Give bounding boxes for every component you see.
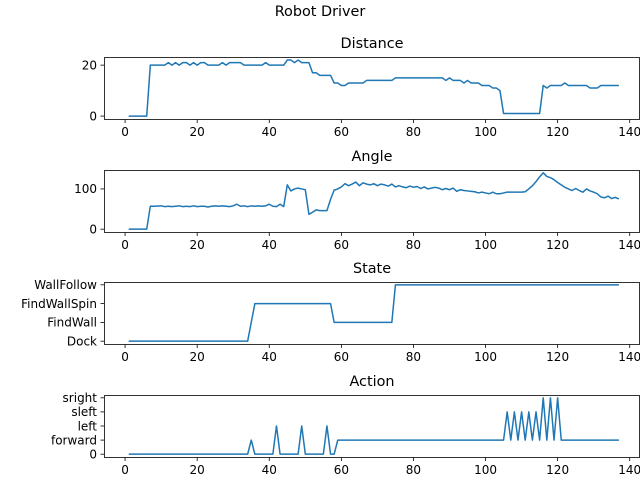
x-tick-label: 100 [474, 463, 497, 477]
y-tick-label: 0 [89, 109, 97, 123]
x-tick-label: 140 [618, 125, 640, 139]
y-tick-label: sleft [71, 405, 97, 419]
y-tick-label: 20 [82, 58, 97, 72]
x-tick-label: 100 [474, 350, 497, 364]
x-tick-label: 0 [121, 463, 129, 477]
y-tick-label: 0 [89, 447, 97, 461]
y-tick-label: FindWallSpin [21, 297, 97, 311]
x-tick-label: 20 [190, 125, 205, 139]
x-tick-label: 120 [546, 238, 569, 252]
x-tick-label: 60 [334, 350, 349, 364]
chart-1-angle: Angle 0 20 40 60 80 100 120 140 0 100 [74, 149, 640, 252]
chart-title: State [353, 261, 391, 277]
y-tick-label: Dock [67, 334, 97, 348]
x-tick-label: 140 [618, 350, 640, 364]
x-tick-label: 60 [334, 463, 349, 477]
chart-title: Distance [341, 36, 404, 52]
y-tick-label: sright [63, 391, 98, 405]
series-line [128, 284, 619, 342]
series-line [128, 172, 620, 230]
x-tick-label: 40 [262, 125, 277, 139]
y-tick-label: WallFollow [34, 278, 97, 292]
x-tick-label: 60 [334, 238, 349, 252]
x-tick-label: 120 [546, 463, 569, 477]
x-tick-label: 80 [406, 463, 421, 477]
subplot-panels: Distance 0 20 40 60 80 100 120 140 0 20 Angle 0 20 40 6… [21, 36, 640, 477]
y-tick-label: forward [51, 433, 97, 447]
x-tick-label: 0 [121, 350, 129, 364]
x-tick-label: 140 [618, 463, 640, 477]
chart-0-distance: Distance 0 20 40 60 80 100 120 140 0 20 [82, 36, 640, 139]
figure-suptitle: Robot Driver [275, 4, 366, 20]
y-tick-label: left [78, 419, 98, 433]
x-tick-label: 120 [546, 125, 569, 139]
y-tick-label: 100 [74, 182, 97, 196]
x-tick-label: 80 [406, 125, 421, 139]
x-tick-label: 40 [262, 350, 277, 364]
x-tick-label: 40 [262, 238, 277, 252]
x-tick-label: 0 [121, 238, 129, 252]
series-line [128, 59, 619, 117]
chart-title: Angle [352, 149, 393, 165]
x-tick-label: 0 [121, 125, 129, 139]
x-tick-label: 100 [474, 125, 497, 139]
x-tick-label: 60 [334, 125, 349, 139]
x-tick-label: 100 [474, 238, 497, 252]
x-tick-label: 40 [262, 463, 277, 477]
x-tick-label: 20 [190, 238, 205, 252]
x-tick-label: 140 [618, 238, 640, 252]
y-tick-label: FindWall [47, 316, 97, 330]
x-tick-label: 20 [190, 350, 205, 364]
chart-2-state: State 0 20 40 60 80 100 120 140 Dock FindWall FindW… [21, 261, 640, 364]
series-line [128, 397, 619, 455]
x-tick-label: 80 [406, 350, 421, 364]
x-tick-label: 20 [190, 463, 205, 477]
x-tick-label: 80 [406, 238, 421, 252]
chart-title: Action [349, 374, 394, 390]
x-tick-label: 120 [546, 350, 569, 364]
y-tick-label: 0 [89, 222, 97, 236]
